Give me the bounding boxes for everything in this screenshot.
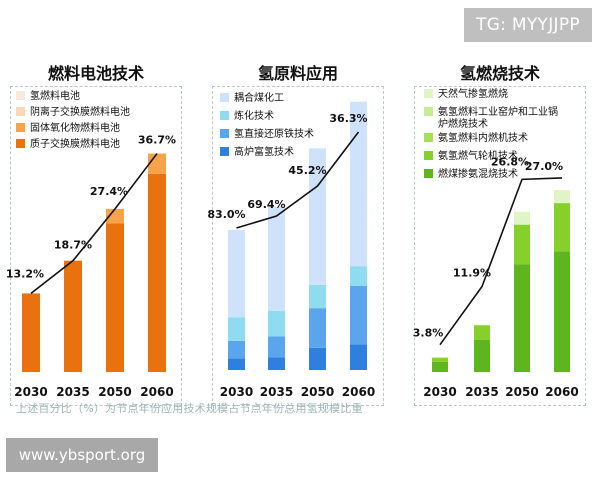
legend-label: 氢直接还原铁技术	[234, 127, 314, 140]
legend-label: 质子交换膜燃料电池	[30, 137, 120, 150]
title-hydrogen-feedstock: 氢原料应用	[257, 64, 338, 83]
bar-segment	[148, 173, 166, 372]
legend-swatch	[16, 91, 25, 100]
bar-segment	[350, 101, 367, 267]
bar-segment	[474, 325, 490, 340]
percent-label: 13.2%	[6, 267, 44, 280]
percent-label: 36.3%	[329, 112, 367, 125]
watermark: www.ybsport.org	[6, 438, 158, 472]
legend-label: 氨氢燃料内燃机技术	[438, 131, 528, 144]
legend-swatch	[424, 89, 433, 98]
x-tick-label: 2035	[56, 385, 89, 399]
percent-label: 11.9%	[453, 266, 491, 279]
legend-swatch	[16, 107, 25, 116]
bar-segment	[106, 223, 124, 372]
percent-label: 36.7%	[138, 134, 176, 147]
bar-segment	[309, 308, 326, 348]
x-tick-label: 2050	[98, 385, 131, 399]
tg-tag: TG: MYYJJPP	[464, 8, 592, 42]
bar-segment	[268, 357, 285, 370]
x-tick-label: 2060	[342, 385, 375, 399]
bar-segment	[228, 317, 245, 341]
bar-segment	[350, 266, 367, 286]
x-tick-label: 2030	[14, 385, 47, 399]
bar-segment	[309, 284, 326, 309]
bar-segment	[554, 203, 570, 252]
bar-segment	[350, 344, 367, 370]
bar-segment	[228, 340, 245, 359]
bar-segment	[268, 336, 285, 358]
bar-segment	[148, 153, 166, 174]
percent-label: 26.8%	[491, 155, 529, 168]
x-tick-label: 2035	[260, 385, 293, 399]
bar-segment	[106, 208, 124, 224]
percent-label: 27.4%	[90, 185, 128, 198]
x-tick-label: 2050	[505, 385, 538, 399]
legend-swatch	[220, 111, 229, 120]
legend-label: 天然气掺氢燃烧	[438, 87, 508, 100]
x-tick-label: 2060	[545, 385, 578, 399]
bar-segment	[22, 293, 40, 372]
bar-segment	[228, 230, 245, 318]
trend-line	[236, 131, 360, 229]
legend-swatch	[424, 133, 433, 142]
percent-label: 45.2%	[288, 164, 326, 177]
bar-segment	[514, 264, 530, 372]
legend-swatch	[16, 123, 25, 132]
bar-segment	[350, 286, 367, 345]
x-tick-label: 2030	[220, 385, 253, 399]
legend-swatch	[220, 93, 229, 102]
bar-segment	[309, 148, 326, 285]
x-tick-label: 2030	[423, 385, 456, 399]
bar-segment	[514, 211, 530, 225]
legend-swatch	[220, 147, 229, 156]
percent-label: 83.0%	[207, 208, 245, 221]
x-tick-label: 2060	[140, 385, 173, 399]
bar-segment	[432, 361, 448, 372]
legend-swatch	[16, 139, 25, 148]
percent-label: 69.4%	[247, 198, 285, 211]
legend-label: 炼化技术	[234, 109, 274, 122]
bar-segment	[228, 358, 245, 370]
legend-label: 高炉富氢技术	[234, 145, 294, 158]
legend-label: 氨氢燃料工业窑炉和工业锅	[438, 105, 558, 118]
legend-label: 氢燃料电池	[30, 89, 80, 102]
bar-segment	[554, 190, 570, 204]
legend-swatch	[220, 129, 229, 138]
bar-segment	[554, 251, 570, 372]
legend-swatch	[424, 169, 433, 178]
legend-swatch	[424, 107, 433, 116]
bar-segment	[432, 357, 448, 362]
legend-label: 耦合煤化工	[234, 91, 284, 104]
trend-line	[439, 177, 563, 346]
trend-line	[30, 153, 158, 295]
legend-swatch	[424, 151, 433, 160]
legend-label: 燃煤掺氨混烧技术	[438, 167, 518, 180]
percent-label: 27.0%	[525, 160, 563, 173]
percent-label: 18.7%	[54, 239, 92, 252]
x-tick-label: 2035	[465, 385, 498, 399]
bar-segment	[474, 339, 490, 372]
bar-segment	[64, 260, 82, 372]
bar-segment	[268, 310, 285, 337]
legend-label: 阴离子交换膜燃料电池	[30, 105, 130, 118]
legend-label-cont: 炉燃烧技术	[438, 117, 488, 130]
percent-label: 3.8%	[413, 327, 444, 340]
title-hydrogen-combustion: 氢燃烧技术	[459, 64, 540, 83]
legend-label: 氨氢燃气轮机技术	[438, 149, 518, 162]
footnote: 上述百分比（%）为节点年份应用技术规模占节点年份总用氢规模比重	[16, 402, 363, 415]
bar-segment	[268, 206, 285, 311]
legend-label: 固体氧化物燃料电池	[30, 121, 120, 134]
bar-segment	[514, 224, 530, 265]
title-fuel-cell: 燃料电池技术	[47, 64, 144, 83]
x-tick-label: 2050	[301, 385, 334, 399]
bar-segment	[309, 347, 326, 370]
